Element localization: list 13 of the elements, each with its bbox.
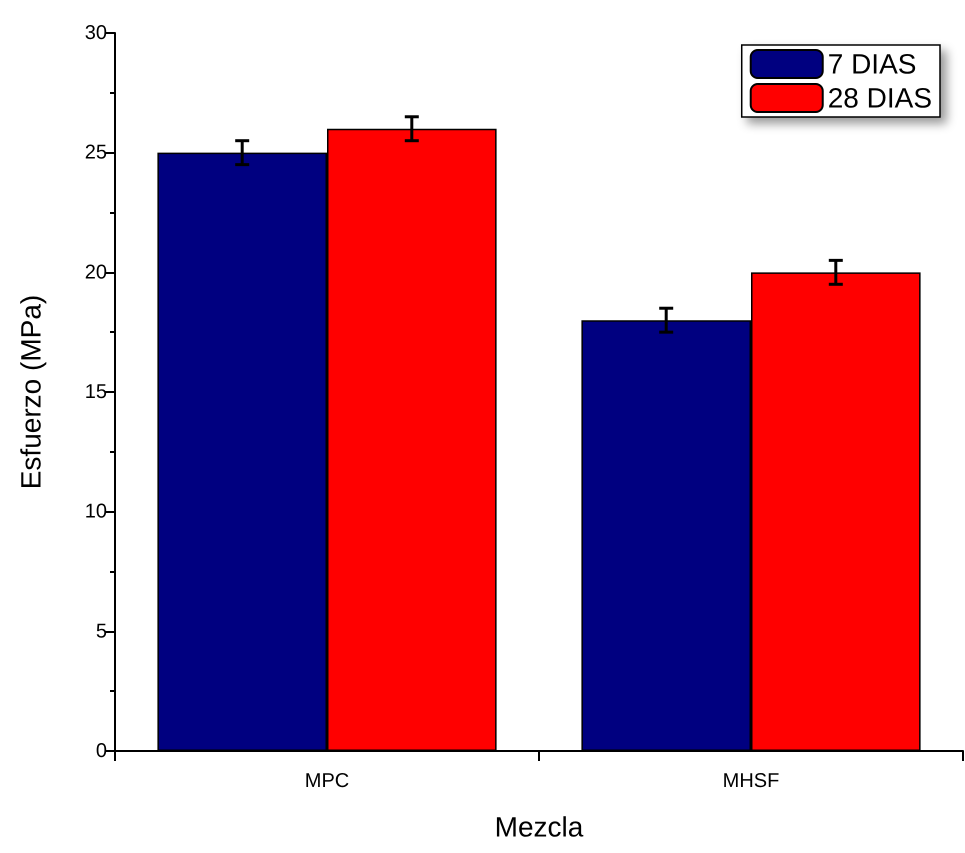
legend-label: 7 DIAS (828, 48, 916, 80)
y-tick-label: 25 (84, 142, 107, 164)
y-tick-label: 5 (96, 620, 107, 642)
y-tick-label: 10 (84, 500, 107, 523)
y-tick-label: 30 (84, 22, 107, 44)
legend-label: 28 DIAS (828, 82, 932, 114)
y-tick-label: 20 (84, 261, 107, 284)
x-tick-label: MPC (304, 770, 350, 792)
y-tick-label: 0 (96, 740, 107, 762)
x-tick-label: MHSF (722, 770, 780, 792)
y-axis-title: Esfuerzo (MPa) (16, 294, 46, 490)
x-axis-title: Mezcla (494, 812, 584, 842)
y-tick-label: 15 (84, 381, 107, 403)
